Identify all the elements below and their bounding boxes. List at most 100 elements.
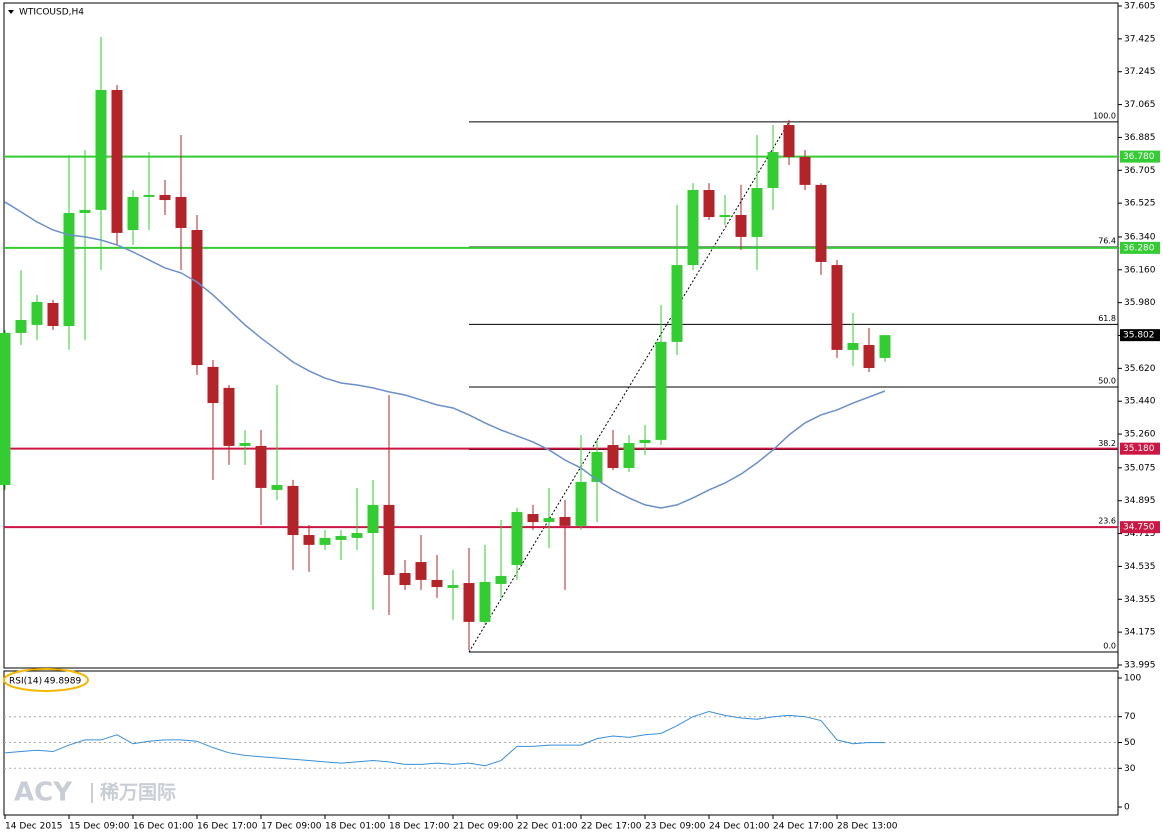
- candle-body: [847, 342, 859, 350]
- rsi-tick-label: 70: [1124, 712, 1136, 722]
- menu-arrow: [8, 10, 14, 14]
- fib-label: 38.2: [1098, 439, 1116, 448]
- candle-body: [655, 341, 667, 440]
- candle-body: [143, 194, 155, 197]
- y-tick-label: 35.980: [1124, 298, 1156, 308]
- y-tick-label: 37.065: [1124, 100, 1156, 110]
- fib-label: 61.8: [1098, 314, 1116, 323]
- y-tick-label: 37.605: [1124, 2, 1156, 12]
- candle-body: [495, 575, 507, 584]
- candle-body: [639, 439, 651, 444]
- y-tick-label: 36.525: [1124, 199, 1156, 209]
- y-tick-label: 34.715: [1124, 529, 1156, 539]
- rsi-tick-label: 30: [1124, 764, 1136, 774]
- candle-body: [559, 516, 571, 526]
- candle-body: [415, 562, 427, 580]
- x-tick-label: 16 Dec 01:00: [133, 822, 194, 832]
- y-tick-label: 34.355: [1124, 595, 1156, 605]
- candle-body: [735, 215, 747, 237]
- x-tick-label: 22 Dec 01:00: [517, 822, 578, 832]
- x-tick-label: 15 Dec 09:00: [69, 822, 130, 832]
- x-tick-label: 18 Dec 17:00: [389, 822, 450, 832]
- candle-body: [335, 535, 347, 540]
- price-tag-label: 36.780: [1123, 152, 1155, 162]
- watermark-brand: ACY: [14, 778, 73, 808]
- rsi-tick-label: 50: [1124, 738, 1136, 748]
- candle-body: [367, 504, 379, 534]
- fib-label: 50.0: [1098, 376, 1116, 385]
- price-tag: [1120, 150, 1160, 163]
- candle-body: [31, 301, 43, 325]
- x-tick-label: 17 Dec 09:00: [261, 822, 322, 832]
- y-tick-label: 37.425: [1124, 34, 1156, 44]
- candle-body: [591, 451, 603, 482]
- y-tick-label: 34.535: [1124, 562, 1156, 572]
- y-tick-label: 34.895: [1124, 496, 1156, 506]
- candle-body: [815, 184, 827, 262]
- rsi-label: RSI(14): [9, 677, 42, 687]
- candle-body: [63, 213, 75, 327]
- candle-body: [607, 445, 619, 469]
- candle-body: [111, 89, 123, 233]
- y-tick-label: 36.160: [1124, 265, 1156, 275]
- candle-body: [319, 537, 331, 545]
- price-tag-label: 36.280: [1123, 243, 1155, 253]
- candle-body: [399, 572, 411, 586]
- price-tag-label: 35.180: [1123, 444, 1155, 454]
- candle-body: [15, 319, 27, 333]
- candle-body: [255, 445, 267, 488]
- candle-body: [207, 366, 219, 404]
- candle-body: [527, 514, 539, 523]
- chart-title: WTICOUSD,H4: [19, 8, 84, 18]
- x-tick-label: 23 Dec 09:00: [645, 822, 706, 832]
- candle-body: [783, 125, 795, 157]
- candle-body: [47, 303, 59, 327]
- candle-body: [767, 152, 779, 189]
- y-tick-label: 36.885: [1124, 133, 1156, 143]
- candle-body: [351, 533, 363, 538]
- fib-label: 23.6: [1098, 516, 1116, 525]
- y-tick-label: 33.995: [1124, 661, 1156, 671]
- candle-body: [271, 485, 283, 490]
- candle-body: [719, 215, 731, 218]
- candle-body: [303, 535, 315, 545]
- bid-tag: [1120, 329, 1160, 342]
- fib-label: 0.0: [1103, 642, 1116, 651]
- x-tick-label: 22 Dec 17:00: [581, 822, 642, 832]
- moving-average: [4, 201, 886, 509]
- y-tick-label: 35.620: [1124, 364, 1156, 374]
- candle-body: [879, 335, 891, 358]
- x-tick-label: 16 Dec 17:00: [197, 822, 258, 832]
- x-tick-label: 21 Dec 09:00: [453, 822, 514, 832]
- candle-body: [383, 504, 395, 576]
- candle-body: [95, 89, 107, 210]
- price-tag: [1120, 442, 1160, 455]
- candle-body: [0, 332, 11, 486]
- candle-body: [479, 581, 491, 622]
- fib-label: 76.4: [1098, 237, 1116, 246]
- rsi-tick-label: 100: [1124, 674, 1141, 684]
- price-tag-label: 34.750: [1123, 523, 1155, 533]
- candle-body: [831, 265, 843, 350]
- y-tick-label: 35.440: [1124, 397, 1156, 407]
- y-tick-label: 37.245: [1124, 67, 1156, 77]
- price-tag: [1120, 241, 1160, 254]
- candle-body: [175, 196, 187, 228]
- highlight-ring: [3, 668, 89, 692]
- candle-body: [511, 512, 523, 565]
- candle-body: [463, 583, 475, 622]
- candle-body: [799, 156, 811, 185]
- candle-body: [287, 485, 299, 536]
- candle-body: [159, 194, 171, 201]
- candle-body: [751, 188, 763, 237]
- x-tick-label: 18 Dec 01:00: [325, 822, 386, 832]
- candle-body: [623, 443, 635, 469]
- candle-body: [191, 229, 203, 366]
- rsi-value: 49.8989: [44, 677, 81, 687]
- candle-body: [223, 387, 235, 446]
- fib-label: 100.0: [1093, 111, 1116, 120]
- y-tick-label: 35.260: [1124, 430, 1156, 440]
- candle-body: [127, 196, 139, 230]
